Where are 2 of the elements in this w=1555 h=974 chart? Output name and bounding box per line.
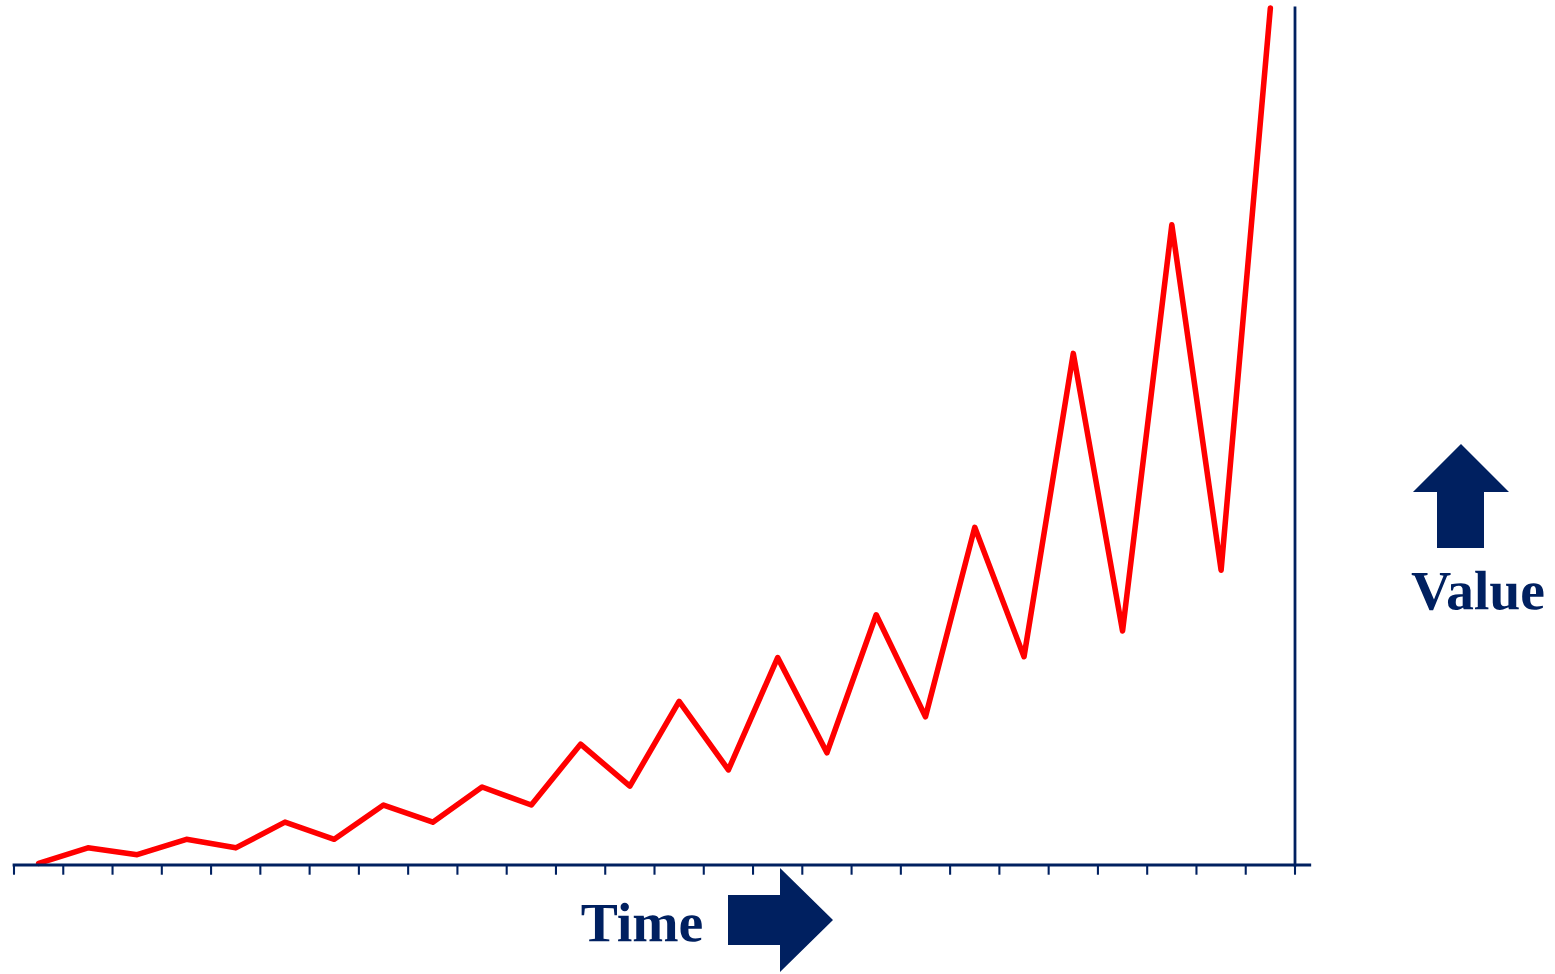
y-axis-title: Value [1411,570,1544,611]
x-axis-title: Time [581,902,702,942]
